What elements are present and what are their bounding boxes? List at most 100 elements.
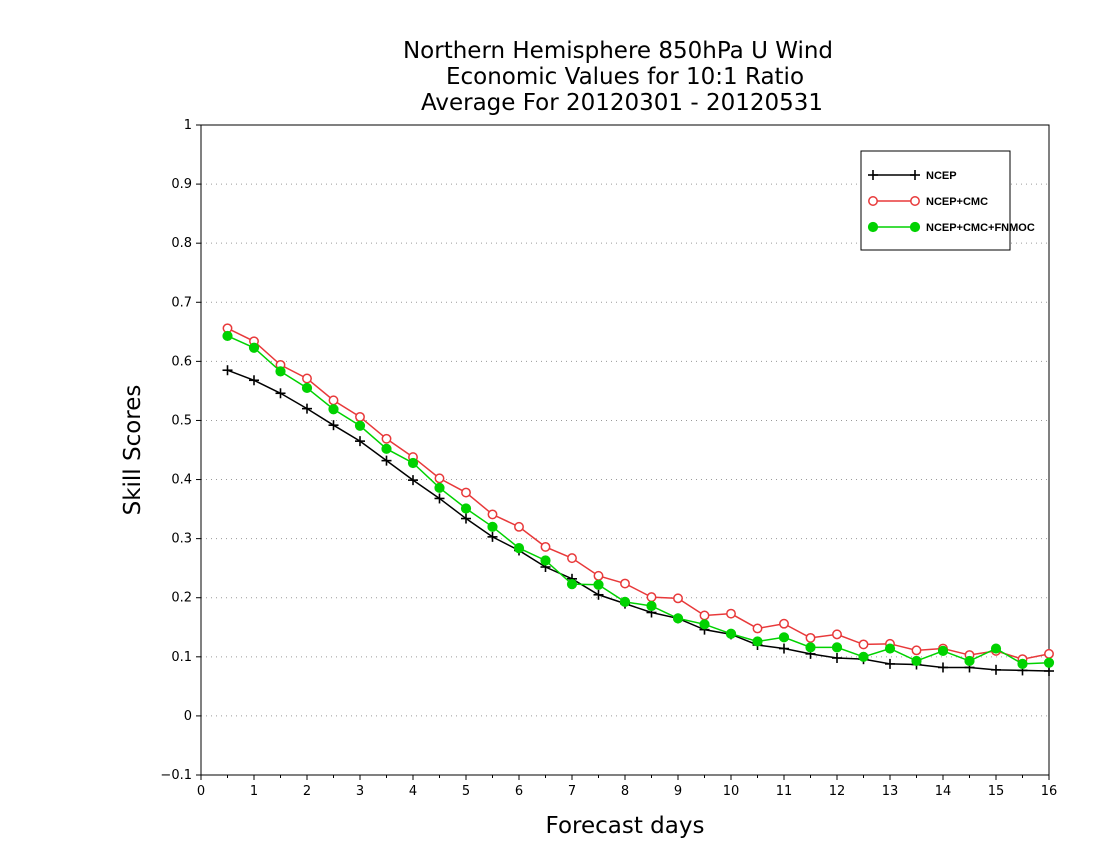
grid-lines bbox=[201, 183, 1049, 717]
x-tick-label: 8 bbox=[621, 784, 629, 799]
series-line bbox=[227, 369, 1050, 672]
data-point bbox=[884, 643, 896, 654]
data-point bbox=[593, 589, 604, 600]
data-point bbox=[832, 629, 842, 640]
chart-title: Northern Hemisphere 850hPa U Wind Econom… bbox=[403, 38, 833, 116]
x-tick-label: 2 bbox=[303, 784, 311, 799]
series-layer bbox=[222, 323, 1055, 676]
data-point bbox=[540, 541, 551, 552]
data-point bbox=[937, 645, 949, 657]
data-point bbox=[858, 639, 869, 650]
data-point bbox=[460, 503, 472, 514]
data-point bbox=[513, 542, 525, 554]
data-point bbox=[434, 482, 445, 493]
legend: NCEP NCEP+CMC NCEP+CMC+FNMOC bbox=[860, 150, 1035, 251]
data-point bbox=[805, 642, 816, 653]
x-tick-label: 15 bbox=[988, 784, 1005, 799]
legend-entry: NCEP bbox=[868, 170, 957, 182]
legend-label: NCEP+CMC bbox=[926, 196, 988, 208]
data-point bbox=[831, 642, 843, 653]
y-tick-label: 0.4 bbox=[171, 473, 192, 488]
data-point bbox=[461, 513, 471, 524]
data-point bbox=[381, 455, 392, 466]
data-point bbox=[752, 623, 763, 634]
legend-marker bbox=[909, 221, 921, 233]
data-point bbox=[911, 655, 922, 667]
data-point bbox=[620, 578, 630, 589]
data-point bbox=[699, 619, 710, 630]
legend-marker bbox=[910, 170, 920, 180]
data-point bbox=[593, 579, 604, 590]
x-axis-label: Forecast days bbox=[546, 813, 705, 839]
data-point bbox=[301, 382, 313, 394]
data-point bbox=[1043, 657, 1055, 668]
data-point bbox=[911, 645, 922, 656]
data-point bbox=[434, 473, 445, 484]
data-point bbox=[567, 553, 577, 564]
data-point bbox=[408, 475, 418, 486]
data-point bbox=[355, 436, 365, 447]
data-point bbox=[593, 570, 604, 581]
data-point bbox=[249, 375, 259, 386]
x-tick-label: 0 bbox=[197, 784, 205, 799]
legend-entry: NCEP+CMC bbox=[868, 196, 988, 208]
data-point bbox=[328, 404, 339, 415]
y-tick-label: 0.7 bbox=[171, 295, 192, 310]
legend-marker bbox=[868, 170, 878, 180]
data-point bbox=[1017, 658, 1028, 670]
data-point bbox=[832, 653, 842, 663]
y-tick-label: −0.1 bbox=[160, 768, 192, 783]
data-point bbox=[938, 662, 948, 673]
y-tick-label: 0.5 bbox=[171, 413, 192, 428]
data-point bbox=[990, 643, 1002, 654]
data-point bbox=[328, 395, 339, 406]
data-point bbox=[487, 509, 498, 520]
legend-marker bbox=[867, 221, 879, 233]
data-point bbox=[646, 600, 657, 612]
legend-marker bbox=[910, 196, 920, 206]
data-point bbox=[407, 457, 419, 469]
legend-entry: NCEP+CMC+FNMOC bbox=[867, 221, 1035, 234]
y-axis-label: Skill Scores bbox=[120, 385, 146, 516]
data-point bbox=[461, 487, 471, 498]
title-line-2: Economic Values for 10:1 Ratio bbox=[446, 64, 804, 90]
legend-marker bbox=[868, 196, 878, 206]
data-point bbox=[778, 632, 790, 643]
data-point bbox=[248, 342, 260, 353]
y-tick-label: 0.1 bbox=[171, 650, 192, 665]
data-point bbox=[1044, 648, 1054, 659]
y-tick-label: 0.6 bbox=[171, 354, 192, 369]
legend-label: NCEP bbox=[926, 170, 957, 182]
data-point bbox=[726, 608, 736, 619]
series-line bbox=[227, 335, 1050, 665]
data-point bbox=[885, 658, 895, 669]
x-tick-label: 13 bbox=[882, 784, 899, 799]
data-point bbox=[964, 655, 975, 667]
series-ncep-cmc-fnmoc bbox=[222, 330, 1055, 670]
data-point bbox=[779, 643, 789, 654]
x-tick-label: 11 bbox=[776, 784, 793, 799]
data-point bbox=[540, 555, 551, 566]
data-point bbox=[355, 411, 365, 422]
data-point bbox=[302, 403, 312, 414]
series-line bbox=[227, 327, 1050, 660]
x-tick-label: 12 bbox=[829, 784, 846, 799]
y-tick-label: 0 bbox=[184, 709, 192, 724]
data-point bbox=[673, 593, 683, 604]
x-tick-label: 10 bbox=[723, 784, 740, 799]
data-point bbox=[222, 330, 233, 342]
x-axis: 0 1 2 3 4 5 6 7 8 9 10 11 12 13 14 15 16 bbox=[197, 775, 1057, 799]
data-point bbox=[275, 366, 286, 377]
data-point bbox=[275, 388, 286, 399]
data-point bbox=[302, 373, 312, 384]
y-tick-label: 0.2 bbox=[171, 591, 192, 606]
x-tick-label: 7 bbox=[568, 784, 576, 799]
data-point bbox=[991, 664, 1001, 675]
data-point bbox=[646, 592, 657, 603]
data-point bbox=[434, 493, 445, 504]
data-point bbox=[619, 596, 631, 607]
x-tick-label: 4 bbox=[409, 784, 417, 799]
title-line-1: Northern Hemisphere 850hPa U Wind bbox=[403, 38, 833, 64]
data-point bbox=[566, 579, 578, 590]
